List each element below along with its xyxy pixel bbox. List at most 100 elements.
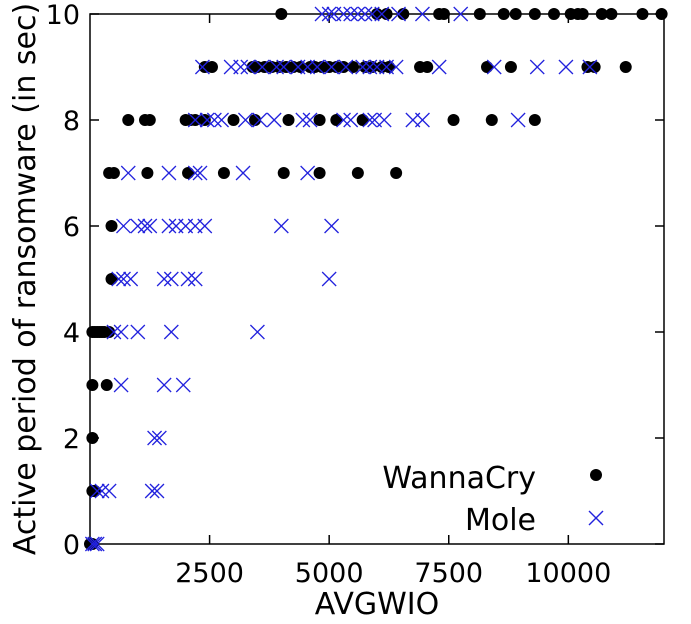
data-point-mole — [113, 377, 129, 393]
data-point-wannacry — [447, 114, 460, 126]
x-tick-label: 2500 — [175, 558, 244, 589]
data-point-wannacry — [141, 167, 154, 179]
data-point-wannacry — [619, 61, 632, 73]
data-point-mole — [94, 483, 110, 499]
data-point-mole — [151, 430, 167, 446]
data-point-wannacry — [595, 8, 608, 20]
data-point-mole — [510, 112, 526, 128]
data-point-wannacry — [528, 8, 541, 20]
data-point-wannacry — [497, 8, 510, 20]
data-point-mole — [338, 59, 354, 75]
data-point-mole — [89, 536, 105, 552]
data-point-mole — [582, 59, 598, 75]
data-point-mole — [199, 112, 215, 128]
data-point-mole — [321, 6, 337, 22]
data-point-wannacry — [86, 379, 99, 391]
data-point-mole — [350, 6, 366, 22]
legend: WannaCry Mole — [382, 461, 604, 538]
data-point-wannacry — [105, 273, 118, 285]
data-point-wannacry — [347, 61, 360, 73]
data-point-mole — [175, 377, 191, 393]
data-point-mole — [309, 59, 325, 75]
y-axis-title: Active period of ransomware (in sec) — [8, 3, 43, 555]
data-point-mole — [149, 483, 165, 499]
data-point-mole — [233, 59, 249, 75]
data-point-mole — [89, 483, 105, 499]
data-point-wannacry — [485, 114, 498, 126]
data-point-mole — [362, 59, 378, 75]
data-point-mole — [300, 165, 316, 181]
data-point-mole — [147, 430, 163, 446]
data-point-wannacry — [481, 61, 494, 73]
data-point-mole — [273, 218, 289, 234]
data-point-mole — [180, 271, 196, 287]
data-point-mole — [87, 536, 103, 552]
data-point-wannacry — [421, 61, 434, 73]
data-point-mole — [374, 6, 390, 22]
data-point-mole — [206, 112, 222, 128]
data-point-mole — [116, 271, 131, 287]
data-point-mole — [269, 59, 285, 75]
data-point-mole — [249, 324, 265, 340]
data-point-mole — [187, 271, 203, 287]
data-point-wannacry — [330, 114, 343, 126]
data-point-wannacry — [107, 167, 120, 179]
data-point-mole — [321, 271, 337, 287]
data-point-mole — [362, 112, 378, 128]
data-point-mole — [295, 112, 311, 128]
data-point-wannacry — [380, 8, 393, 20]
data-point-mole — [156, 271, 172, 287]
data-point-wannacry — [473, 8, 486, 20]
data-point-wannacry — [100, 379, 113, 391]
data-point-wannacry — [504, 61, 517, 73]
data-point-wannacry — [217, 167, 230, 179]
y-tick-label: 2 — [63, 424, 80, 455]
data-point-wannacry — [366, 61, 379, 73]
data-point-wannacry — [437, 8, 450, 20]
legend-marker-mole — [588, 510, 604, 526]
data-point-wannacry — [351, 167, 364, 179]
tick-labels: 2500 5000 7500 10000 0 2 4 6 8 10 — [46, 0, 612, 589]
data-point-wannacry — [122, 114, 135, 126]
data-point-mole — [161, 165, 177, 181]
data-point-mole — [431, 59, 447, 75]
y-tick-label: 4 — [63, 318, 80, 349]
data-point-mole — [343, 112, 359, 128]
data-point-wannacry — [576, 8, 589, 20]
data-point-mole — [314, 6, 330, 22]
data-point-mole — [336, 112, 351, 128]
data-point-mole — [101, 483, 117, 499]
data-point-mole — [142, 218, 158, 234]
x-tick-label: 5000 — [295, 558, 364, 589]
data-point-wannacry — [105, 220, 118, 232]
data-point-wannacry — [282, 114, 295, 126]
series-mole — [84, 6, 598, 552]
data-point-mole — [324, 218, 340, 234]
data-point-wannacry — [88, 485, 101, 497]
data-point-wannacry — [382, 61, 395, 73]
data-point-mole — [391, 6, 406, 22]
data-point-mole — [235, 165, 251, 181]
legend-label-mole: Mole — [465, 503, 536, 538]
data-point-mole — [113, 324, 129, 340]
data-point-wannacry — [205, 61, 218, 73]
y-tick-label: 10 — [46, 0, 80, 31]
y-tick-label: 8 — [63, 106, 80, 137]
data-point-mole — [276, 59, 292, 75]
data-point-mole — [237, 112, 253, 128]
legend-label-wannacry: WannaCry — [382, 461, 536, 496]
y-tick-label: 6 — [63, 212, 80, 243]
data-point-mole — [302, 112, 318, 128]
data-point-mole — [163, 324, 179, 340]
data-point-wannacry — [182, 167, 195, 179]
data-point-mole — [130, 324, 146, 340]
data-point-wannacry — [249, 114, 262, 126]
plot-area-frame — [89, 13, 665, 545]
data-point-wannacry — [397, 8, 410, 20]
data-point-mole — [336, 6, 351, 22]
data-point-mole — [187, 112, 203, 128]
axis-ticks — [90, 13, 664, 545]
data-point-wannacry — [655, 8, 668, 20]
x-tick-label: 7500 — [414, 558, 483, 589]
